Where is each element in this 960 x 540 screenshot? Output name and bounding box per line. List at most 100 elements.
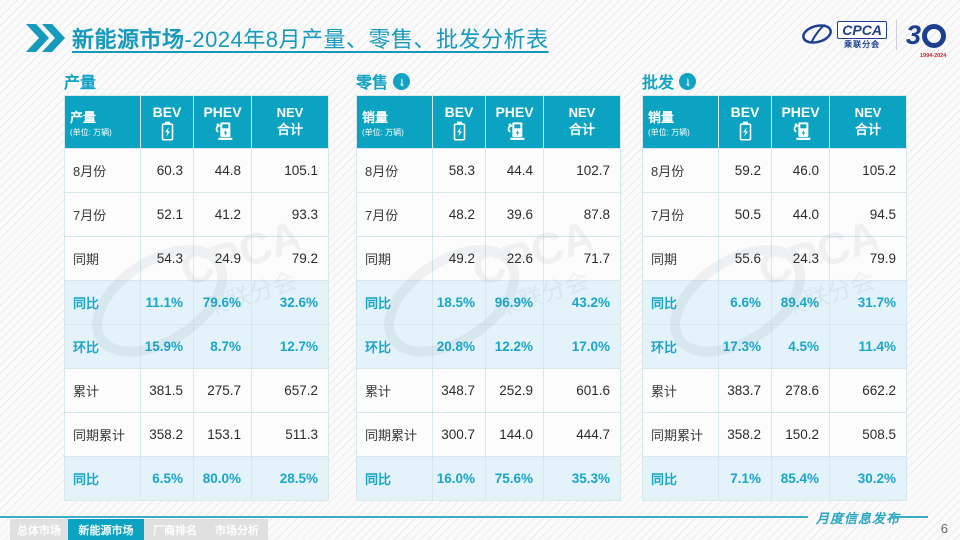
cell-value: 22.6 bbox=[486, 237, 543, 280]
row-label: 同期 bbox=[65, 237, 140, 280]
cell-value: 15.9% bbox=[141, 325, 193, 368]
cell-value: 12.2% bbox=[486, 325, 543, 368]
cell-value: 96.9% bbox=[486, 281, 543, 324]
column-header-nev: NEV 合计 bbox=[544, 96, 620, 148]
table-corner-header: 销量 (单位: 万辆) bbox=[643, 96, 718, 148]
anniversary-digit: 3 bbox=[905, 19, 921, 50]
cell-value: 358.2 bbox=[141, 413, 193, 456]
logo-divider bbox=[895, 20, 897, 50]
row-label: 8月份 bbox=[357, 149, 432, 192]
cell-value: 300.7 bbox=[433, 413, 485, 456]
row-label: 同期 bbox=[643, 237, 718, 280]
cpca-logo-text: CPCA bbox=[837, 21, 887, 39]
anniversary-ring-icon: 1994-2024 bbox=[920, 23, 946, 58]
cell-value: 52.1 bbox=[141, 193, 193, 236]
cell-value: 12.7% bbox=[252, 325, 328, 368]
logo-cluster: CPCA 乘联分会 3 1994-2024 bbox=[801, 19, 946, 58]
section-title-label: 批发 bbox=[642, 75, 675, 92]
cell-value: 59.2 bbox=[719, 149, 771, 192]
footer-line bbox=[0, 516, 808, 518]
cpca-logo-subtext: 乘联分会 bbox=[844, 40, 881, 49]
footer-line-short bbox=[892, 516, 928, 518]
retail-table: 销量 (单位: 万辆) BEV PHEV NEV 合计 8月份 58.3 44.4 1… bbox=[356, 95, 621, 501]
down-arrow-icon: ↓ bbox=[679, 72, 697, 90]
cell-value: 80.0% bbox=[194, 457, 251, 500]
cell-value: 75.6% bbox=[486, 457, 543, 500]
section-title-label: 零售 bbox=[356, 75, 389, 92]
cell-value: 105.2 bbox=[830, 149, 906, 192]
column-header-phev: PHEV bbox=[194, 96, 251, 148]
cell-value: 381.5 bbox=[141, 369, 193, 412]
row-label: 累计 bbox=[357, 369, 432, 412]
cell-value: 30.2% bbox=[830, 457, 906, 500]
row-label: 7月份 bbox=[643, 193, 718, 236]
nav-tab-nev-market[interactable]: 新能源市场 bbox=[68, 519, 144, 540]
column-header-phev: PHEV bbox=[486, 96, 543, 148]
row-label: 7月份 bbox=[65, 193, 140, 236]
cell-value: 252.9 bbox=[486, 369, 543, 412]
cell-value: 44.0 bbox=[772, 193, 829, 236]
slide-header: 新能源市场-2024年8月产量、零售、批发分析表 bbox=[26, 22, 549, 54]
retail-table-section: 零售 ↓ 销量 (单位: 万辆) BEV PHEV NEV 合计 8月份 58.3… bbox=[356, 70, 621, 501]
down-arrow-icon: ↓ bbox=[393, 72, 411, 90]
row-label: 同期累计 bbox=[357, 413, 432, 456]
nav-tab-manufacturer-ranking[interactable]: 厂商排名 bbox=[144, 519, 206, 540]
row-label: 同比 bbox=[65, 281, 140, 324]
section-title-wholesale: 批发 ↓ bbox=[642, 70, 907, 92]
cell-value: 50.5 bbox=[719, 193, 771, 236]
bottom-nav-tabs: 总体市场 新能源市场 厂商排名 市场分析 bbox=[10, 519, 268, 540]
cell-value: 94.5 bbox=[830, 193, 906, 236]
column-header-nev: NEV 合计 bbox=[252, 96, 328, 148]
cell-value: 383.7 bbox=[719, 369, 771, 412]
cell-value: 657.2 bbox=[252, 369, 328, 412]
row-label: 同比 bbox=[643, 457, 718, 500]
page-number: 6 bbox=[940, 521, 948, 536]
ev-charger-icon bbox=[215, 121, 232, 140]
cell-value: 58.3 bbox=[433, 149, 485, 192]
wholesale-table-section: 批发 ↓ 销量 (单位: 万辆) BEV PHEV NEV 合计 8月份 59.2… bbox=[642, 70, 907, 501]
cell-value: 144.0 bbox=[486, 413, 543, 456]
row-label: 同期累计 bbox=[643, 413, 718, 456]
production-table: 产量 (单位: 万辆) BEV PHEV NEV 合计 8月份 60.3 44.8 1… bbox=[64, 95, 329, 501]
cell-value: 46.0 bbox=[772, 149, 829, 192]
column-header-nev: NEV 合计 bbox=[830, 96, 906, 148]
nav-tab-market-analysis[interactable]: 市场分析 bbox=[206, 519, 268, 540]
cell-value: 358.2 bbox=[719, 413, 771, 456]
cell-value: 41.2 bbox=[194, 193, 251, 236]
nav-tab-overall-market[interactable]: 总体市场 bbox=[10, 519, 68, 540]
battery-icon bbox=[453, 121, 465, 141]
row-label: 8月份 bbox=[65, 149, 140, 192]
unit-sublabel: (单位: 万辆) bbox=[648, 127, 690, 137]
column-header-bev: BEV bbox=[141, 96, 193, 148]
cell-value: 87.8 bbox=[544, 193, 620, 236]
cell-value: 150.2 bbox=[772, 413, 829, 456]
unit-label: 销量 bbox=[362, 109, 389, 125]
cell-value: 79.2 bbox=[252, 237, 328, 280]
cell-value: 85.4% bbox=[772, 457, 829, 500]
footer-label: 月度信息发布 bbox=[816, 511, 901, 526]
cell-value: 79.6% bbox=[194, 281, 251, 324]
cell-value: 153.1 bbox=[194, 413, 251, 456]
cell-value: 79.9 bbox=[830, 237, 906, 280]
section-title-production: 产量 bbox=[64, 70, 329, 92]
cell-value: 24.3 bbox=[772, 237, 829, 280]
cell-value: 35.3% bbox=[544, 457, 620, 500]
row-label: 同期 bbox=[357, 237, 432, 280]
cell-value: 275.7 bbox=[194, 369, 251, 412]
section-title-retail: 零售 ↓ bbox=[356, 70, 621, 92]
cell-value: 31.7% bbox=[830, 281, 906, 324]
cell-value: 89.4% bbox=[772, 281, 829, 324]
cell-value: 54.3 bbox=[141, 237, 193, 280]
cell-value: 17.3% bbox=[719, 325, 771, 368]
cell-value: 43.2% bbox=[544, 281, 620, 324]
section-title-label: 产量 bbox=[64, 75, 97, 92]
page-title-rest: -2024年8月产量、零售、批发分析表 bbox=[184, 27, 549, 52]
cell-value: 511.3 bbox=[252, 413, 328, 456]
cell-value: 662.2 bbox=[830, 369, 906, 412]
double-chevron-icon bbox=[26, 24, 65, 52]
cell-value: 508.5 bbox=[830, 413, 906, 456]
row-label: 环比 bbox=[357, 325, 432, 368]
cell-value: 6.6% bbox=[719, 281, 771, 324]
cell-value: 4.5% bbox=[772, 325, 829, 368]
